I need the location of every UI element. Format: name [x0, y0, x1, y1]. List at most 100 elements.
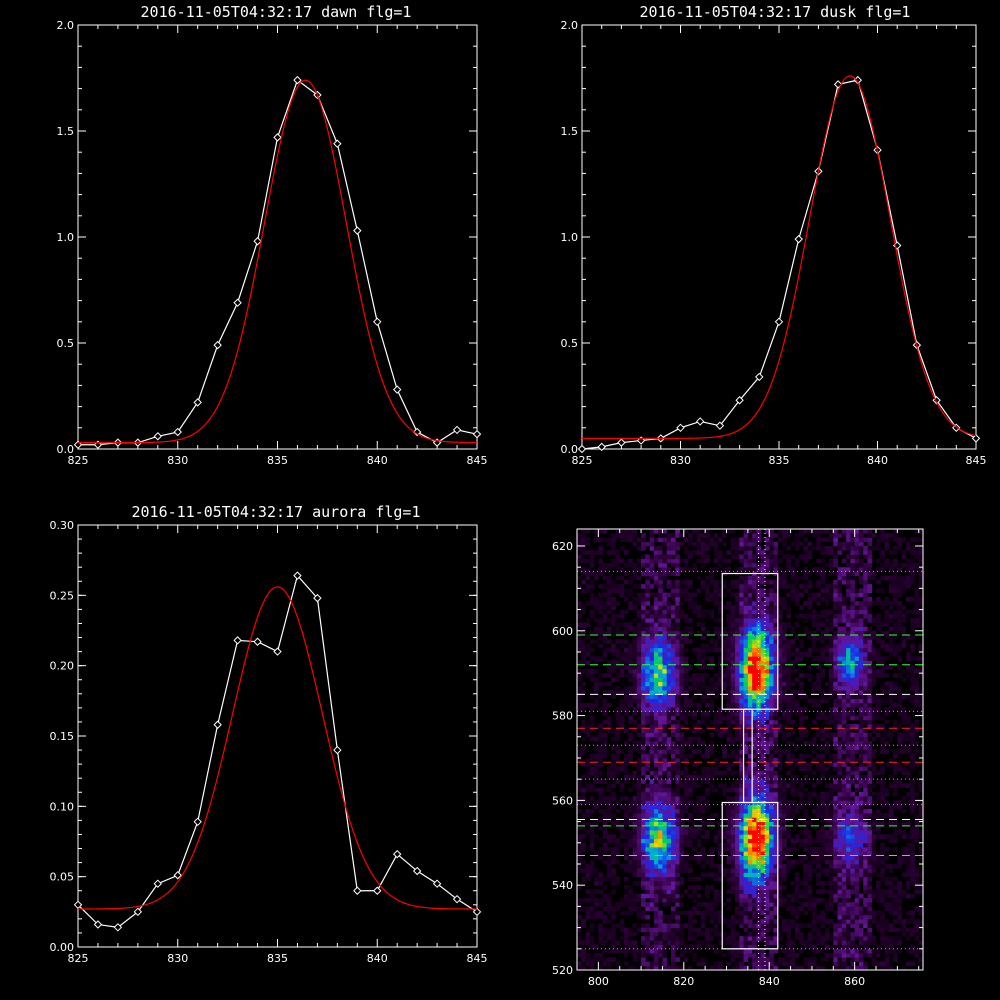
heatmap-pixel [679, 656, 685, 661]
x-tick-label: 845 [467, 454, 488, 467]
heatmap-pixel [585, 728, 591, 733]
heatmap-pixel [735, 889, 740, 895]
heatmap-pixel [641, 868, 646, 873]
x-tick-label: 840 [867, 454, 888, 467]
heatmap-pixel [829, 643, 834, 649]
heatmap-pixel [739, 605, 744, 610]
heatmap-pixel [735, 690, 740, 695]
heatmap-pixel [811, 702, 817, 708]
heatmap-pixel [841, 711, 847, 716]
dusk-profile-panel: 2016-11-05T04:32:17 dusk flg=1 825 830 835… [561, 3, 987, 467]
heatmap-pixel [799, 936, 804, 941]
heatmap-pixel [705, 770, 710, 776]
heatmap-pixel [598, 914, 604, 920]
heatmap-pixel [645, 923, 651, 928]
heatmap-pixel [645, 808, 651, 814]
heatmap-pixel [649, 906, 655, 912]
heatmap-pixel [764, 732, 770, 738]
heatmap-pixel [688, 817, 693, 822]
heatmap-pixel [786, 673, 791, 678]
heatmap-pixel [743, 656, 749, 661]
heatmap-pixel [739, 601, 744, 606]
heatmap-pixel [747, 677, 753, 683]
heatmap-pixel [760, 626, 766, 632]
heatmap-pixel [735, 719, 740, 725]
heatmap-pixel [589, 825, 595, 831]
heatmap-pixel [747, 902, 753, 907]
heatmap-pixel [722, 639, 727, 644]
heatmap-pixel [752, 885, 757, 890]
heatmap-pixel [841, 757, 847, 763]
heatmap-pixel [577, 537, 582, 543]
heatmap-pixel [764, 567, 770, 572]
heatmap-pixel [628, 830, 633, 835]
heatmap-pixel [769, 834, 774, 839]
heatmap-pixel [726, 715, 732, 721]
heatmap-pixel [670, 825, 676, 831]
heatmap-pixel [675, 902, 680, 907]
heatmap-pixel [837, 762, 843, 767]
heatmap-pixel [709, 910, 715, 916]
heatmap-pixel [585, 537, 591, 543]
heatmap-pixel [760, 770, 766, 776]
heatmap-pixel [777, 613, 783, 619]
heatmap-pixel [786, 834, 791, 839]
heatmap-pixel [623, 851, 629, 856]
heatmap-pixel [594, 736, 599, 742]
heatmap-pixel [811, 859, 817, 865]
heatmap-pixel [730, 821, 736, 827]
heatmap-pixel [615, 647, 621, 653]
heatmap-pixel [606, 579, 612, 585]
heatmap-pixel [743, 685, 749, 691]
heatmap-pixel [726, 766, 732, 772]
heatmap-pixel [662, 618, 668, 623]
heatmap-pixel [747, 830, 753, 835]
heatmap-pixel [636, 592, 642, 598]
heatmap-pixel [807, 596, 813, 602]
heatmap-pixel [722, 643, 727, 649]
heatmap-pixel [837, 690, 843, 695]
heatmap-pixel [623, 562, 629, 568]
heatmap-pixel [709, 770, 715, 776]
heatmap-pixel [841, 613, 847, 619]
heatmap-pixel [790, 842, 796, 848]
heatmap-pixel [726, 880, 732, 886]
heatmap-pixel [688, 736, 693, 742]
heatmap-pixel [602, 601, 608, 606]
heatmap-pixel [658, 596, 663, 602]
heatmap-pixel [794, 613, 800, 619]
heatmap-pixel [829, 880, 834, 886]
heatmap-pixel [841, 923, 847, 928]
heatmap-pixel [649, 732, 655, 738]
heatmap-pixel [619, 787, 625, 793]
data-point-marker [735, 396, 744, 405]
heatmap-pixel [658, 825, 663, 831]
heatmap-pixel [752, 851, 757, 856]
heatmap-pixel [666, 715, 672, 721]
heatmap-pixel [790, 698, 796, 704]
heatmap-pixel [841, 902, 847, 907]
heatmap-pixel [692, 529, 697, 534]
heatmap-pixel [709, 660, 715, 666]
heatmap-pixel [739, 558, 744, 564]
heatmap-pixel [662, 584, 668, 589]
heatmap-pixel [841, 677, 847, 683]
heatmap-pixel [662, 673, 668, 678]
heatmap-pixel [581, 668, 586, 674]
heatmap-pixel [790, 757, 796, 763]
heatmap-pixel [807, 923, 813, 928]
heatmap-pixel [782, 830, 787, 835]
heatmap-pixel [670, 965, 676, 970]
heatmap-pixel [833, 533, 838, 538]
heatmap-pixel [692, 685, 697, 691]
heatmap-pixel [594, 690, 599, 695]
heatmap-pixel [807, 957, 813, 962]
heatmap-pixel [769, 715, 774, 721]
heatmap-pixel [777, 796, 783, 801]
heatmap-pixel [756, 757, 762, 763]
heatmap-pixel [670, 940, 676, 945]
heatmap-pixel [581, 859, 586, 865]
heatmap-pixel [816, 880, 821, 886]
heatmap-pixel [653, 796, 659, 801]
heatmap-pixel [675, 825, 680, 831]
